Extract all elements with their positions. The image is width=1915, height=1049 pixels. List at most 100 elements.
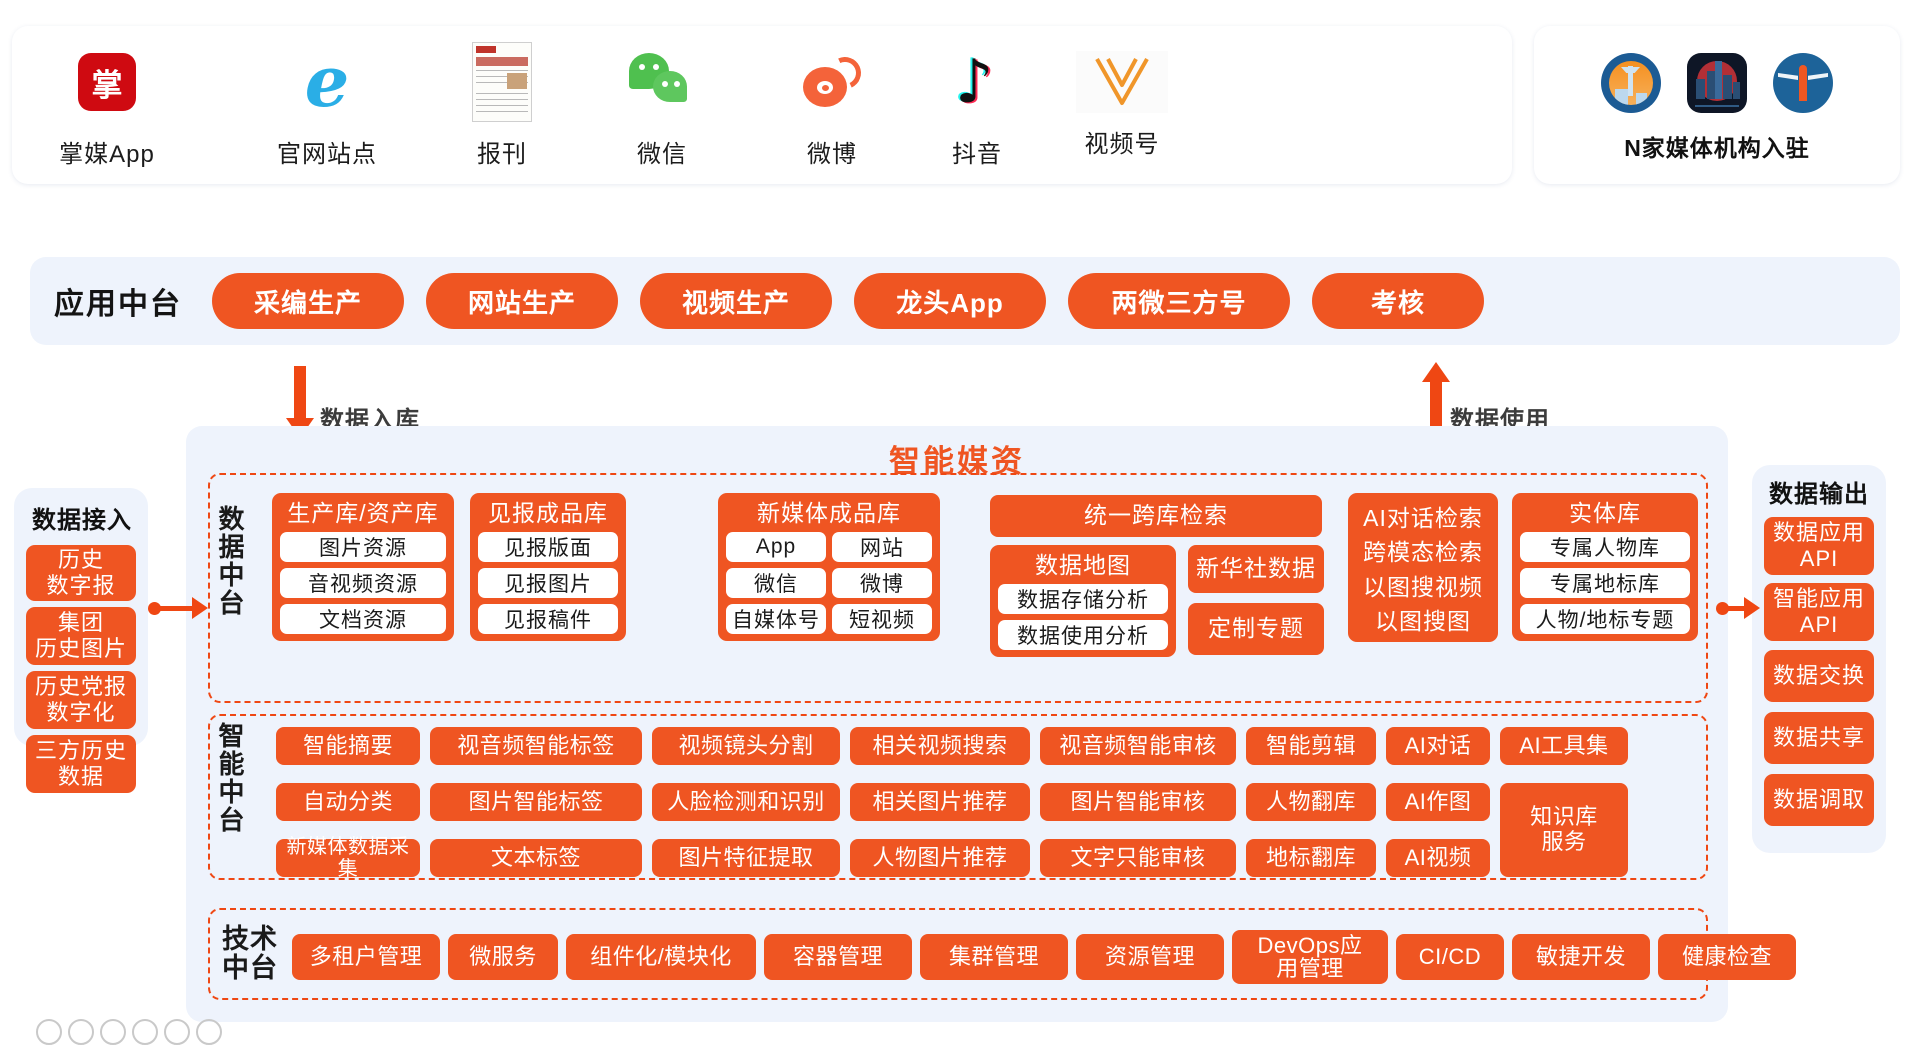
tag-face-detection[interactable]: 人脸检测和识别 xyxy=(652,783,840,821)
tag-smart-editing[interactable]: 智能剪辑 xyxy=(1246,727,1376,765)
data-platform-group xyxy=(208,473,1708,703)
tag-ai-drawing[interactable]: AI作图 xyxy=(1386,783,1490,821)
tag-container-mgmt[interactable]: 容器管理 xyxy=(764,934,912,980)
tag-ai-dialog[interactable]: AI对话 xyxy=(1386,727,1490,765)
chip-xinhua-data[interactable]: 新华社数据 xyxy=(1188,545,1324,593)
chip-website[interactable]: 网站 xyxy=(832,532,932,563)
data-out-item-data-share[interactable]: 数据共享 xyxy=(1764,712,1874,764)
tag-ai-video[interactable]: AI视频 xyxy=(1386,839,1490,877)
group-ai-search[interactable]: AI对话检索 跨模态检索 以图搜视频 以图搜图 xyxy=(1348,493,1498,642)
tag-ai-toolset[interactable]: AI工具集 xyxy=(1500,727,1628,765)
channel-label: 微信 xyxy=(637,141,687,168)
tag-landmark-relib[interactable]: 地标翻库 xyxy=(1246,839,1376,877)
tag-related-image-recommend[interactable]: 相关图片推荐 xyxy=(850,783,1030,821)
chip-published-article[interactable]: 见报稿件 xyxy=(478,604,618,635)
tag-devops-app-mgmt[interactable]: DevOps应 用管理 xyxy=(1232,930,1388,984)
tag-text-tag[interactable]: 文本标签 xyxy=(430,839,642,877)
footer-icon-2 xyxy=(68,1019,94,1045)
chip-img-to-img-search[interactable]: 以图搜图 xyxy=(1375,608,1471,635)
data-out-item-smart-app-api[interactable]: 智能应用 API xyxy=(1764,583,1874,641)
kb-line-1: 知识库 xyxy=(1530,804,1598,830)
tag-componentization[interactable]: 组件化/模块化 xyxy=(566,934,756,980)
tag-agile-dev[interactable]: 敏捷开发 xyxy=(1512,934,1650,980)
tag-smart-summary[interactable]: 智能摘要 xyxy=(276,727,420,765)
line-1: 历史 xyxy=(57,546,104,572)
tag-related-video-search[interactable]: 相关视频搜索 xyxy=(850,727,1030,765)
group-data-map[interactable]: 数据地图 数据存储分析 数据使用分析 xyxy=(990,545,1176,658)
group-published-library[interactable]: 见报成品库 见报版面 见报图片 见报稿件 xyxy=(470,493,626,642)
chip-selfmedia[interactable]: 自媒体号 xyxy=(726,604,826,635)
channel-label: 微博 xyxy=(807,141,857,168)
channel-official-site[interactable]: e 官网站点 xyxy=(252,26,402,184)
app-item-video[interactable]: 视频生产 xyxy=(640,273,832,329)
group-entity-library[interactable]: 实体库 专属人物库 专属地标库 人物/地标专题 xyxy=(1512,493,1698,642)
data-out-item-data-app-api[interactable]: 数据应用 API xyxy=(1764,517,1874,575)
tag-cicd[interactable]: CI/CD xyxy=(1396,934,1504,980)
chip-landmark-library[interactable]: 专属地标库 xyxy=(1520,568,1690,599)
channel-douyin[interactable]: ♪ ♪ ♪ 抖音 xyxy=(902,26,1052,184)
footer-icon-4 xyxy=(132,1019,158,1045)
app-item-flagship-app[interactable]: 龙头App xyxy=(854,273,1046,329)
data-in-item-group-history-photos[interactable]: 集团 历史图片 xyxy=(26,607,136,665)
tag-auto-classify[interactable]: 自动分类 xyxy=(276,783,420,821)
tag-person-image-recommend[interactable]: 人物图片推荐 xyxy=(850,839,1030,877)
chip-usage-analysis[interactable]: 数据使用分析 xyxy=(998,620,1168,651)
chip-av-resource[interactable]: 音视频资源 xyxy=(280,568,446,599)
chip-ai-dialog-search[interactable]: AI对话检索 xyxy=(1363,505,1483,531)
data-in-item-history-digital-paper[interactable]: 历史 数字报 xyxy=(26,545,136,601)
tech-platform-label: 技术 中台 xyxy=(222,924,278,984)
app-item-website[interactable]: 网站生产 xyxy=(426,273,618,329)
app-item-social[interactable]: 两微三方号 xyxy=(1068,273,1290,329)
zhangmei-app-icon: 掌 xyxy=(78,42,136,122)
data-in-item-history-party-paper[interactable]: 历史党报 数字化 xyxy=(26,671,136,729)
group-production-library[interactable]: 生产库/资产库 图片资源 音视频资源 文档资源 xyxy=(272,493,454,642)
tag-knowledge-base-service[interactable]: 知识库 服务 xyxy=(1500,783,1628,877)
chip-storage-analysis[interactable]: 数据存储分析 xyxy=(998,584,1168,615)
devops-line-2: 用管理 xyxy=(1276,956,1344,981)
chip-shortvideo[interactable]: 短视频 xyxy=(832,604,932,635)
tag-cluster-mgmt[interactable]: 集群管理 xyxy=(920,934,1068,980)
tag-image-smart-tag[interactable]: 图片智能标签 xyxy=(430,783,642,821)
line-1: 三方历史 xyxy=(34,737,127,763)
chip-image-resource[interactable]: 图片资源 xyxy=(280,532,446,563)
tag-health-check[interactable]: 健康检查 xyxy=(1658,934,1796,980)
tag-text-review[interactable]: 文字只能审核 xyxy=(1040,839,1236,877)
chip-published-image[interactable]: 见报图片 xyxy=(478,568,618,599)
channel-newspaper[interactable]: 报刊 xyxy=(427,26,577,184)
chip-person-landmark-topic[interactable]: 人物/地标专题 xyxy=(1520,604,1690,635)
data-out-item-data-fetch[interactable]: 数据调取 xyxy=(1764,774,1874,826)
tag-multi-tenant[interactable]: 多租户管理 xyxy=(292,934,440,980)
chip-published-layout[interactable]: 见报版面 xyxy=(478,532,618,563)
chip-weibo[interactable]: 微博 xyxy=(832,568,932,599)
tag-av-smart-tag[interactable]: 视音频智能标签 xyxy=(430,727,642,765)
tag-person-relib[interactable]: 人物翻库 xyxy=(1246,783,1376,821)
chip-person-library[interactable]: 专属人物库 xyxy=(1520,532,1690,563)
chip-wechat[interactable]: 微信 xyxy=(726,568,826,599)
channel-weibo[interactable]: 微博 xyxy=(757,26,907,184)
data-out-item-data-exchange[interactable]: 数据交换 xyxy=(1764,650,1874,702)
channel-zhangmei-app[interactable]: 掌 掌媒App xyxy=(32,26,182,184)
chip-crossmodal-search[interactable]: 跨模态检索 xyxy=(1363,539,1483,566)
tag-video-shot-split[interactable]: 视频镜头分割 xyxy=(652,727,840,765)
data-in-item-third-party-history[interactable]: 三方历史 数据 xyxy=(26,735,136,793)
tag-av-smart-review[interactable]: 视音频智能审核 xyxy=(1040,727,1236,765)
tag-image-smart-review[interactable]: 图片智能审核 xyxy=(1040,783,1236,821)
app-item-caibian[interactable]: 采编生产 xyxy=(212,273,404,329)
group-newmedia-library[interactable]: 新媒体成品库 App 网站 微信 微博 自媒体号 短视频 xyxy=(718,493,940,642)
media-org-3-icon xyxy=(1773,53,1833,113)
footer-icon-5 xyxy=(164,1019,190,1045)
tag-image-feature-extract[interactable]: 图片特征提取 xyxy=(652,839,840,877)
wechat-channels-icon xyxy=(1076,42,1168,122)
tag-resource-mgmt[interactable]: 资源管理 xyxy=(1076,934,1224,980)
data-in-title: 数据接入 xyxy=(32,507,132,534)
tag-microservice[interactable]: 微服务 xyxy=(448,934,558,980)
app-item-kaohe[interactable]: 考核 xyxy=(1312,273,1484,329)
chip-doc-resource[interactable]: 文档资源 xyxy=(280,604,446,635)
channel-wechat[interactable]: 微信 xyxy=(587,26,737,184)
channel-label: 报刊 xyxy=(477,141,527,168)
chip-custom-topic[interactable]: 定制专题 xyxy=(1188,603,1324,655)
tag-newmedia-data-collect[interactable]: 新媒体数据采集 xyxy=(276,836,420,880)
chip-app[interactable]: App xyxy=(726,532,826,563)
chip-img-to-video-search[interactable]: 以图搜视频 xyxy=(1363,573,1483,600)
channel-wechat-channels[interactable]: 视频号 xyxy=(1047,26,1197,184)
